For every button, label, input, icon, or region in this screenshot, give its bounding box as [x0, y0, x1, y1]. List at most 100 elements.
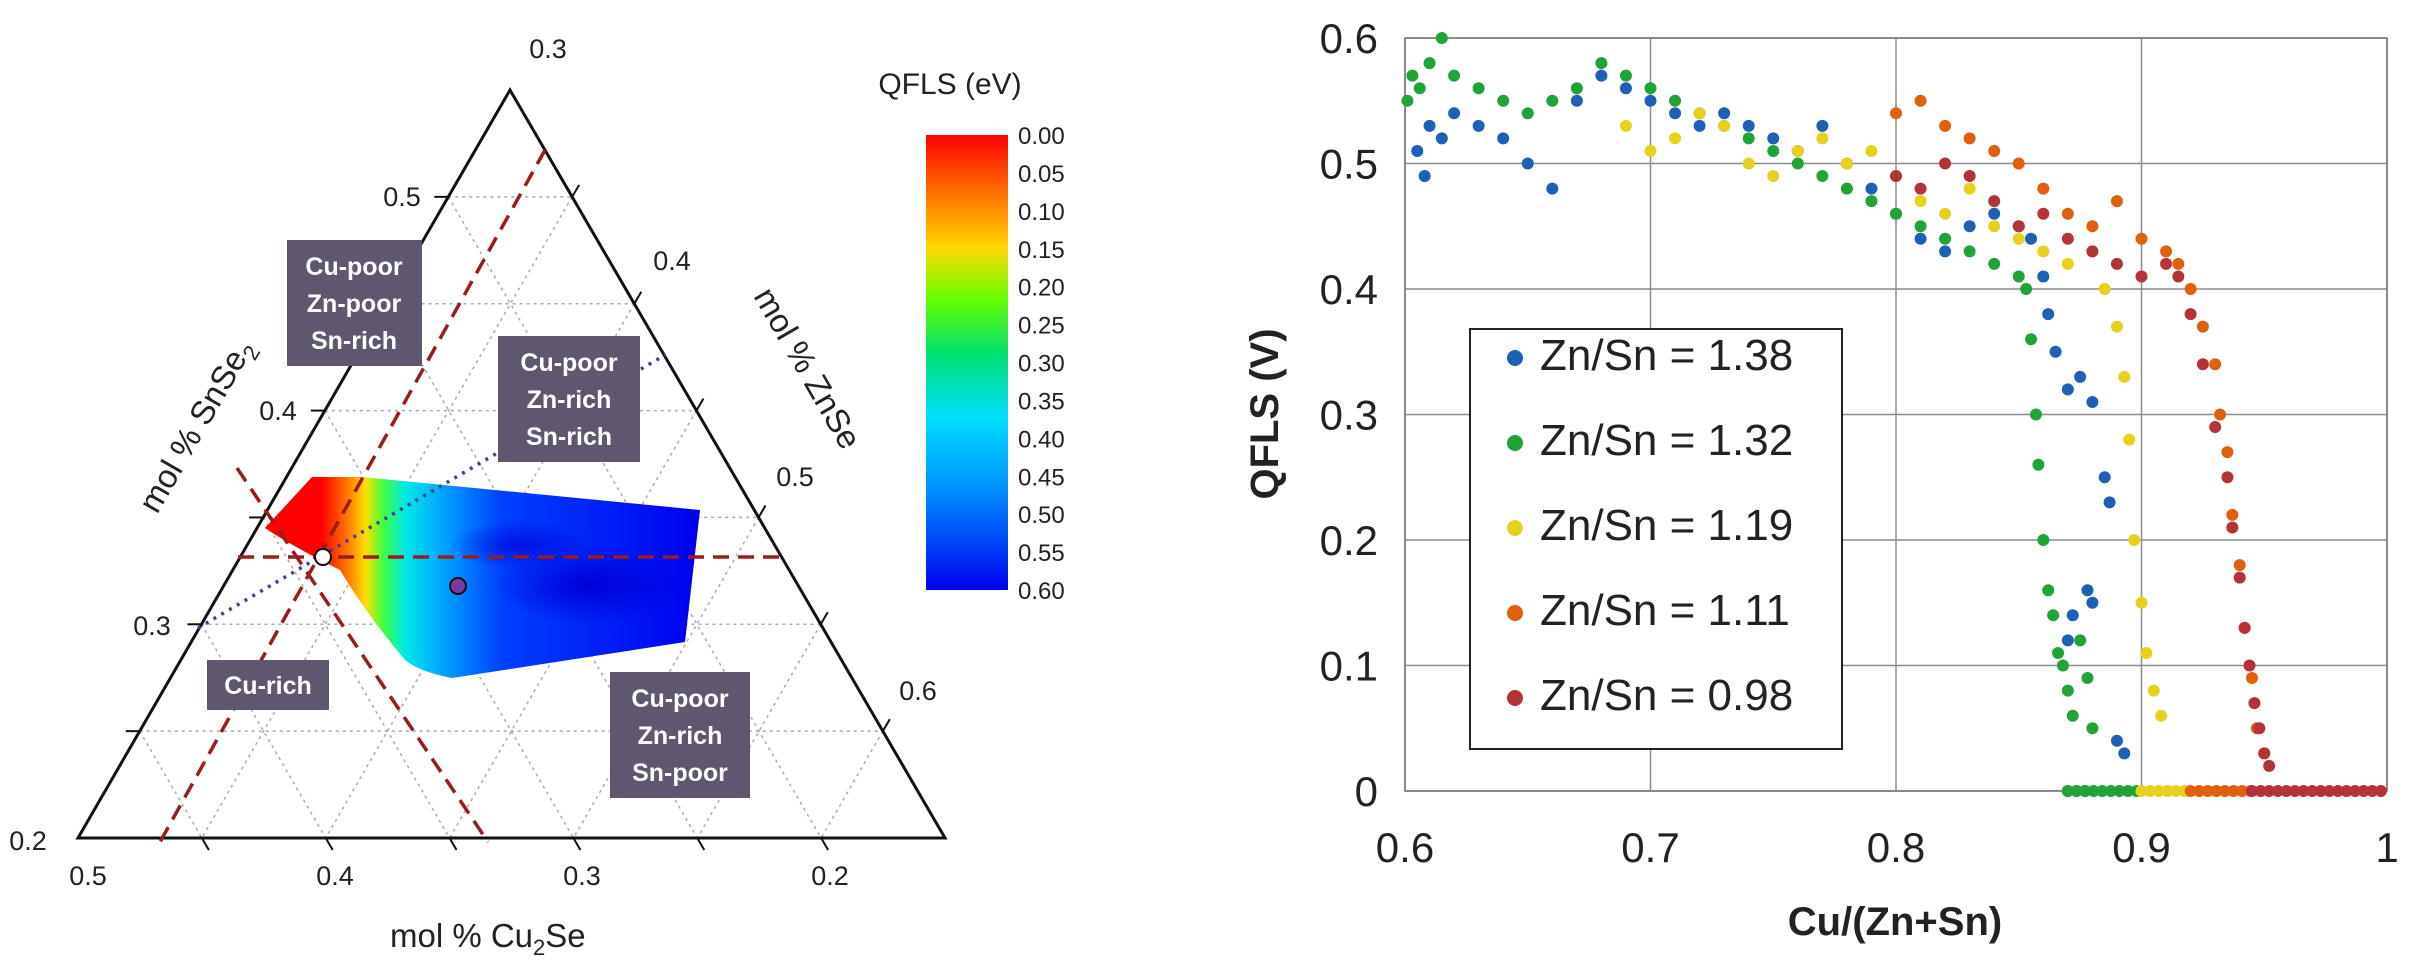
- y-tick-label: 0.5: [1320, 141, 1378, 188]
- data-point: [1718, 119, 1731, 132]
- data-point: [1423, 57, 1436, 70]
- region-label-cu-rich: Cu-rich: [207, 660, 329, 710]
- bottom-tick-label: 0.5: [69, 861, 107, 891]
- colorbar-tick-label: 0.25: [1018, 313, 1065, 340]
- data-point: [2012, 232, 2025, 245]
- y-tick-label: 0.4: [1320, 266, 1378, 313]
- grid-line: [447, 196, 822, 839]
- data-point: [1742, 132, 1755, 145]
- legend-items: Zn/Sn = 1.38 Zn/Sn = 1.32 Zn/Sn = 1.19 Zn/S…: [1507, 331, 1793, 720]
- data-point: [1570, 94, 1583, 107]
- zero-point: [2135, 785, 2148, 797]
- data-point: [2042, 584, 2055, 597]
- svg-text:Sn-rich: Sn-rich: [526, 423, 612, 451]
- data-point: [1546, 182, 1559, 195]
- data-point: [1669, 132, 1682, 145]
- data-point: [2209, 421, 2222, 434]
- data-point: [2037, 245, 2050, 258]
- grid-line: [820, 730, 884, 839]
- zero-point: [2113, 785, 2126, 797]
- stoichiometric-marker: [314, 548, 332, 566]
- data-point: [1816, 170, 1829, 183]
- zero-point: [2271, 785, 2284, 797]
- zero-point: [2288, 785, 2301, 797]
- data-point: [2098, 471, 2111, 484]
- zero-point: [2263, 785, 2276, 797]
- data-point: [2226, 521, 2239, 534]
- legend-label: Zn/Sn = 1.38: [1540, 331, 1793, 380]
- left-tick-label: 0.4: [259, 396, 297, 426]
- grid-line: [572, 517, 760, 839]
- data-point: [2209, 358, 2222, 371]
- data-point: [1988, 257, 2001, 270]
- zero-point: [2323, 785, 2336, 797]
- data-point: [2037, 270, 2050, 283]
- colorbar-ticks: 0.00 0.05 0.10 0.15 0.20 0.25 0.30 0.35 0.40 0.45…: [1018, 123, 1065, 605]
- data-point: [1963, 245, 1976, 258]
- data-point: [1570, 82, 1583, 95]
- data-point: [1448, 69, 1461, 82]
- y-tick-label: 0.3: [1320, 392, 1378, 439]
- data-point: [2029, 408, 2042, 421]
- data-point: [1816, 132, 1829, 145]
- data-point: [2061, 383, 2074, 396]
- zero-point: [2104, 785, 2117, 797]
- left-tick-label: 0.5: [383, 182, 421, 212]
- data-point: [1963, 220, 1976, 233]
- colorbar-tick-label: 0.55: [1018, 540, 1065, 567]
- zero-point: [2061, 785, 2074, 797]
- data-point: [1840, 182, 1853, 195]
- data-point: [1693, 119, 1706, 132]
- zero-point: [2331, 785, 2344, 797]
- data-point: [2012, 270, 2025, 283]
- data-point: [2172, 270, 2185, 283]
- heatmap-region: [265, 477, 700, 678]
- data-point: [2061, 634, 2074, 647]
- data-point: [2061, 684, 2074, 697]
- right-tick-label: 0.6: [899, 676, 937, 706]
- data-point: [2098, 283, 2111, 295]
- grid-line: [262, 517, 451, 839]
- zero-point: [2297, 785, 2310, 797]
- legend-marker: [1507, 350, 1523, 366]
- data-point: [2061, 207, 2074, 220]
- data-point: [2226, 508, 2239, 521]
- data-point: [2135, 596, 2148, 609]
- colorbar-tick-label: 0.30: [1018, 351, 1065, 378]
- data-point: [1546, 94, 1559, 107]
- colorbar-tick-label: 0.20: [1018, 275, 1065, 302]
- data-point: [2118, 370, 2131, 383]
- tick-mark: [695, 398, 705, 412]
- data-point: [1988, 207, 2001, 220]
- data-point: [1669, 94, 1682, 107]
- colorbar-tick-label: 0.00: [1018, 123, 1065, 150]
- ternary-diagram: Cu-poor Zn-poor Sn-rich Cu-poor Zn-rich …: [9, 34, 1064, 960]
- x-tick-label: 0.9: [2112, 824, 2170, 871]
- data-point: [2066, 709, 2079, 722]
- data-point: [1914, 232, 1927, 245]
- zero-point: [2079, 785, 2092, 797]
- zero-point: [2236, 785, 2249, 797]
- data-point: [1963, 182, 1976, 195]
- legend-box: [1469, 328, 1843, 750]
- plot-frame: [1404, 37, 2388, 792]
- data-point: [2037, 534, 2050, 546]
- data-point: [1890, 107, 1902, 120]
- svg-text:Zn-rich: Zn-rich: [527, 386, 612, 414]
- svg-text:Sn-rich: Sn-rich: [311, 327, 397, 355]
- tick-mark: [324, 837, 334, 851]
- x-tick-label: 0.8: [1867, 824, 1925, 871]
- data-point: [1816, 119, 1829, 132]
- data-point: [1963, 132, 1976, 145]
- data-point: [2196, 320, 2209, 333]
- data-point: [2263, 759, 2276, 772]
- data-point: [2258, 747, 2271, 760]
- zero-point: [2152, 785, 2165, 797]
- tick-mark: [696, 837, 706, 851]
- data-point: [2221, 471, 2234, 484]
- svg-text:Cu-poor: Cu-poor: [631, 685, 728, 713]
- zero-point: [2161, 785, 2174, 797]
- legend-label: Zn/Sn = 1.32: [1540, 416, 1793, 465]
- data-point: [2066, 609, 2079, 622]
- data-point: [1939, 245, 1952, 258]
